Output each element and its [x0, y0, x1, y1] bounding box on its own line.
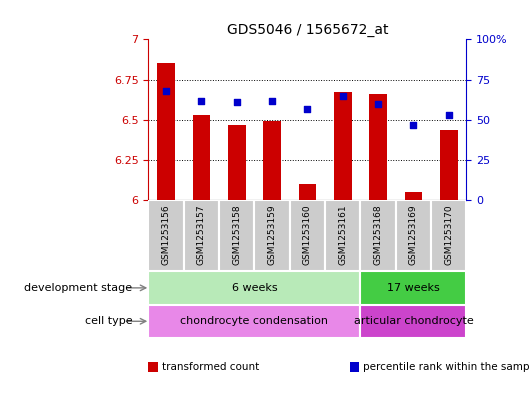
Point	[445, 112, 453, 118]
Text: 6 weeks: 6 weeks	[232, 283, 277, 293]
Text: GSM1253157: GSM1253157	[197, 204, 206, 264]
Point	[162, 88, 170, 94]
Bar	[219, 200, 254, 271]
Text: development stage: development stage	[24, 283, 132, 293]
Point	[268, 97, 276, 104]
Text: GSM1253169: GSM1253169	[409, 204, 418, 264]
Bar	[184, 200, 219, 271]
Point	[339, 93, 347, 99]
Text: articular chondrocyte: articular chondrocyte	[354, 316, 473, 326]
Text: GSM1253170: GSM1253170	[444, 204, 453, 264]
Text: GSM1253158: GSM1253158	[232, 204, 241, 264]
Bar	[360, 305, 466, 338]
Text: GSM1253159: GSM1253159	[268, 204, 277, 264]
Point	[233, 99, 241, 105]
Text: GSM1253168: GSM1253168	[374, 204, 383, 264]
Bar	[360, 271, 466, 305]
Bar	[360, 200, 396, 271]
Bar	[334, 92, 351, 200]
Bar	[148, 271, 360, 305]
Title: GDS5046 / 1565672_at: GDS5046 / 1565672_at	[227, 23, 388, 37]
Point	[374, 101, 382, 107]
Bar	[298, 184, 316, 200]
Text: cell type: cell type	[85, 316, 132, 326]
Point	[409, 121, 418, 128]
Bar	[290, 200, 325, 271]
Bar	[148, 200, 184, 271]
Bar	[228, 125, 245, 200]
Text: 17 weeks: 17 weeks	[387, 283, 440, 293]
Text: transformed count: transformed count	[162, 362, 259, 372]
Bar	[369, 94, 387, 200]
Bar	[192, 115, 210, 200]
Text: chondrocyte condensation: chondrocyte condensation	[180, 316, 329, 326]
Bar	[263, 121, 281, 200]
Text: GSM1253160: GSM1253160	[303, 204, 312, 264]
Point	[303, 105, 312, 112]
Bar	[157, 64, 175, 200]
Bar	[148, 305, 360, 338]
Bar	[404, 192, 422, 200]
Text: percentile rank within the sample: percentile rank within the sample	[363, 362, 530, 372]
Bar	[431, 200, 466, 271]
Text: GSM1253161: GSM1253161	[338, 204, 347, 264]
Bar	[325, 200, 360, 271]
Bar	[396, 200, 431, 271]
Bar	[254, 200, 290, 271]
Text: GSM1253156: GSM1253156	[162, 204, 171, 264]
Point	[197, 97, 206, 104]
Bar	[440, 130, 457, 200]
